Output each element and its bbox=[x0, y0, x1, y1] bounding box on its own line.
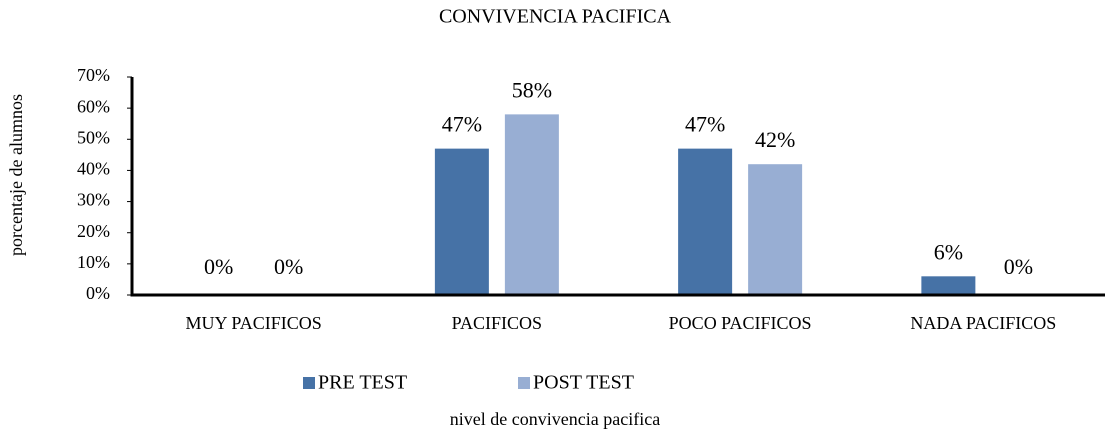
bar bbox=[434, 148, 489, 295]
y-tick-label: 20% bbox=[77, 221, 110, 241]
y-tick-label: 70% bbox=[77, 65, 110, 85]
x-axis-title: nivel de convivencia pacifica bbox=[450, 409, 660, 429]
data-label: 47% bbox=[442, 112, 482, 137]
y-tick-label: 40% bbox=[77, 159, 110, 179]
y-tick-label: 0% bbox=[86, 283, 110, 303]
y-axis-title: porcentaje de alumnos bbox=[6, 94, 26, 256]
bar bbox=[748, 164, 803, 295]
y-tick-label: 50% bbox=[77, 127, 110, 147]
data-label: 47% bbox=[685, 112, 725, 137]
y-tick-label: 10% bbox=[77, 252, 110, 272]
legend-swatch bbox=[303, 377, 315, 389]
x-tick-label: PACIFICOS bbox=[452, 313, 542, 333]
data-label: 0% bbox=[274, 254, 303, 279]
data-label: 6% bbox=[934, 239, 963, 264]
chart-title: CONVIVENCIA PACIFICA bbox=[439, 6, 672, 28]
data-label: 58% bbox=[512, 77, 552, 102]
legend-label: POST TEST bbox=[533, 372, 634, 394]
data-label: 0% bbox=[204, 254, 233, 279]
y-tick-label: 60% bbox=[77, 96, 110, 116]
data-label: 0% bbox=[1004, 254, 1033, 279]
legend-label: PRE TEST bbox=[318, 372, 407, 394]
bar bbox=[504, 114, 559, 295]
bar bbox=[921, 276, 976, 295]
y-tick-label: 30% bbox=[77, 190, 110, 210]
x-tick-label: NADA PACIFICOS bbox=[910, 313, 1056, 333]
data-label: 42% bbox=[755, 127, 795, 152]
x-tick-label: MUY PACIFICOS bbox=[186, 313, 322, 333]
legend-swatch bbox=[518, 377, 530, 389]
bar bbox=[678, 148, 733, 295]
x-tick-label: POCO PACIFICOS bbox=[669, 313, 812, 333]
